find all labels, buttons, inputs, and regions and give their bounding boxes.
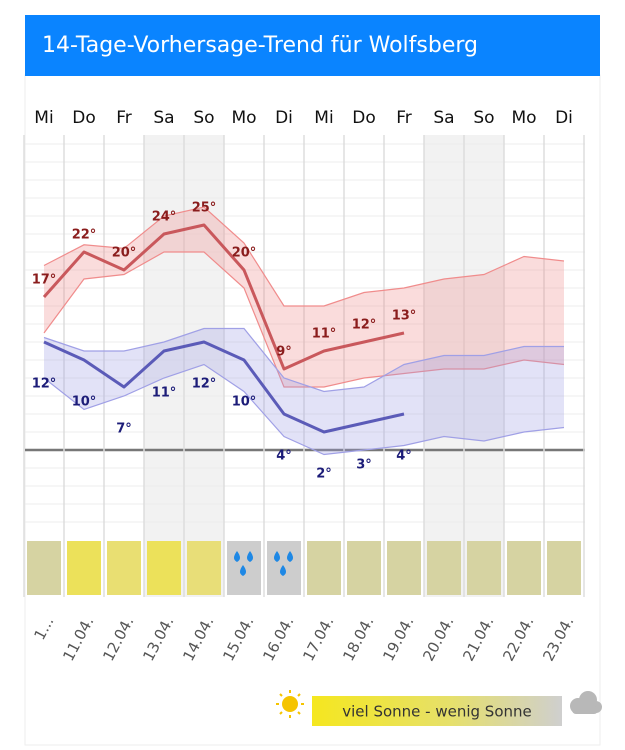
weekday-label: Mo bbox=[511, 108, 536, 128]
temp-label: 12° bbox=[192, 377, 217, 392]
temp-label: 4° bbox=[276, 449, 292, 464]
weekend-shade bbox=[424, 135, 464, 597]
rain-drop bbox=[287, 551, 293, 562]
sunshine-box bbox=[107, 541, 141, 595]
temp-label: 11° bbox=[312, 327, 337, 342]
rain-drop bbox=[247, 551, 253, 562]
temp-label: 11° bbox=[152, 386, 177, 401]
temp-label: 24° bbox=[152, 210, 177, 225]
band-lower-edge bbox=[43, 363, 565, 456]
weekday-label: Mi bbox=[34, 108, 53, 128]
weekend-shade bbox=[184, 135, 224, 597]
temp-label: 9° bbox=[276, 345, 292, 360]
rain-drop bbox=[234, 551, 240, 562]
sunshine-box bbox=[547, 541, 581, 595]
cloud-icon bbox=[570, 691, 602, 714]
weekday-label: Mo bbox=[231, 108, 256, 128]
sunshine-box bbox=[27, 541, 61, 595]
sunshine-box bbox=[467, 541, 501, 595]
temp-label: 25° bbox=[192, 201, 217, 216]
weekday-label: Sa bbox=[433, 108, 454, 128]
weekday-label: Do bbox=[352, 108, 376, 128]
weekday-label: Do bbox=[72, 108, 96, 128]
weekday-label: Mi bbox=[314, 108, 333, 128]
title-bar bbox=[25, 15, 600, 76]
rain-drop bbox=[274, 551, 280, 562]
temp-label: 4° bbox=[396, 449, 412, 464]
weekend-shade bbox=[144, 135, 184, 597]
temp-label: 20° bbox=[112, 246, 137, 261]
legend: viel Sonne - wenig Sonne bbox=[276, 690, 602, 726]
weekday-label: So bbox=[473, 108, 494, 128]
weekday-label: Sa bbox=[153, 108, 174, 128]
weekday-label: Di bbox=[555, 108, 573, 128]
temp-label: 7° bbox=[116, 422, 132, 437]
sunshine-box bbox=[147, 541, 181, 595]
temp-label: 22° bbox=[72, 228, 97, 243]
title: 14-Tage-Vorhersage-Trend für Wolfsberg bbox=[42, 33, 478, 58]
temp-label: 10° bbox=[232, 395, 257, 410]
max-temp-line bbox=[42, 223, 405, 371]
sunshine-box bbox=[507, 541, 541, 595]
sunshine-box bbox=[187, 541, 221, 595]
band-lower-edge bbox=[43, 251, 565, 388]
sunshine-box bbox=[307, 541, 341, 595]
min-temp-line bbox=[43, 340, 405, 434]
temp-label: 12° bbox=[352, 318, 377, 333]
weekday-label: Di bbox=[275, 108, 293, 128]
weekday-label: Fr bbox=[116, 108, 132, 128]
temp-label: 17° bbox=[32, 273, 57, 288]
temp-label: 20° bbox=[232, 246, 257, 261]
temperature-band bbox=[44, 328, 564, 455]
temp-label: 10° bbox=[72, 395, 97, 410]
rain-drop bbox=[280, 565, 286, 576]
sunshine-box bbox=[427, 541, 461, 595]
sunshine-box bbox=[347, 541, 381, 595]
temp-label: 2° bbox=[316, 467, 332, 482]
weekday-label: Fr bbox=[396, 108, 412, 128]
weekday-label: So bbox=[193, 108, 214, 128]
legend-label: viel Sonne - wenig Sonne bbox=[342, 703, 532, 721]
legend-bar bbox=[312, 696, 562, 726]
band-upper-edge bbox=[43, 206, 565, 307]
rain-drop bbox=[240, 565, 246, 576]
temp-label: 13° bbox=[392, 309, 417, 324]
sunshine-box bbox=[387, 541, 421, 595]
sun-icon bbox=[276, 690, 304, 718]
band-upper-edge bbox=[43, 327, 564, 393]
temp-label: 12° bbox=[32, 377, 57, 392]
sunshine-box bbox=[67, 541, 101, 595]
temp-label: 3° bbox=[356, 458, 372, 473]
